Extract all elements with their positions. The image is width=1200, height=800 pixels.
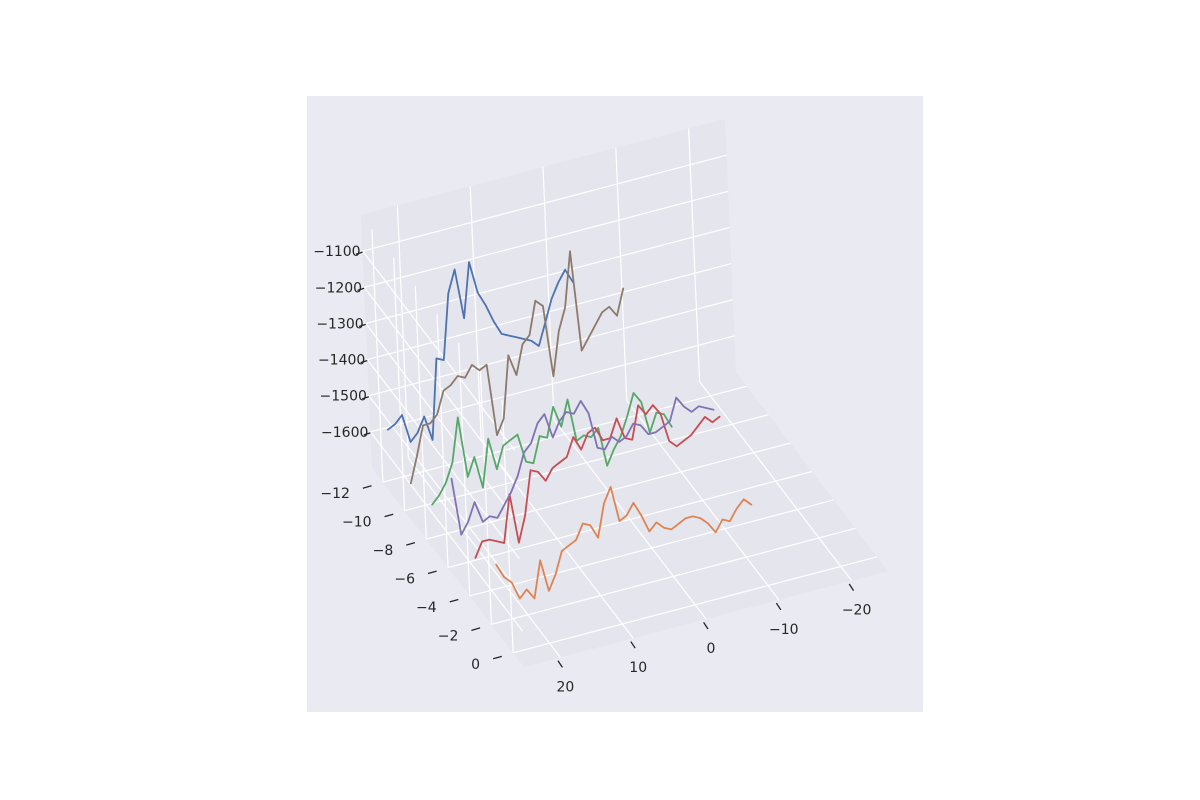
z-tick-mark: [355, 251, 363, 255]
grid-line-y: [469, 499, 834, 597]
series-line-6: [450, 396, 715, 536]
grid-line-z: [370, 335, 735, 433]
series-line-4: [495, 485, 753, 600]
x-tick-label: −10: [769, 622, 799, 638]
series-line-1: [386, 261, 574, 443]
x-tick-mark: [848, 583, 855, 591]
grid-line-x: [469, 186, 482, 440]
x-tick-mark: [557, 660, 563, 668]
y-tick-mark: [406, 542, 416, 546]
grid-line-x: [396, 205, 409, 459]
y-tick-mark: [427, 570, 437, 575]
grid-line-x: [542, 166, 555, 421]
series-line-2: [409, 250, 625, 485]
z-tick-mark: [363, 432, 371, 436]
y-tick-mark: [492, 655, 502, 660]
grid-line-y: [501, 399, 514, 653]
grid-line-z: [368, 299, 734, 397]
z-tick-mark: [357, 287, 365, 292]
z-tick-label: −1400: [318, 353, 365, 369]
y-tick-label: −10: [342, 515, 372, 531]
grid-line-z: [369, 431, 523, 632]
series-layer: [386, 250, 753, 600]
grid-line-y: [512, 556, 878, 654]
y-tick-label: −6: [394, 572, 415, 588]
grid-line-y: [392, 257, 406, 511]
tick-labels: −20−1001020−12−10−8−6−4−20−1100−1200−130…: [313, 244, 871, 695]
y-tick-mark: [449, 598, 459, 603]
grid-line-z: [367, 262, 732, 361]
x-tick-mark: [703, 622, 709, 630]
grid-line-z: [362, 250, 516, 451]
grid-line-y: [414, 286, 427, 540]
y-tick-mark: [362, 485, 372, 489]
y-tick-mark: [471, 627, 481, 631]
grid-line-z: [365, 323, 519, 523]
y-tick-label: −4: [416, 600, 437, 616]
grid-line-z: [366, 359, 520, 559]
x-tick-label: −20: [842, 603, 872, 619]
x-tick-mark: [775, 602, 782, 611]
series-line-5: [474, 404, 721, 559]
grid-line-z: [365, 226, 730, 325]
z-tick-label: −1600: [321, 425, 368, 441]
z-tick-label: −1200: [315, 280, 362, 296]
x-tick-label: 20: [556, 679, 574, 695]
grid-line-z: [363, 190, 729, 288]
grid-line-y: [436, 314, 449, 568]
series-line-3: [431, 392, 673, 506]
grid-line-y: [479, 371, 493, 625]
z-tick-label: −1500: [320, 389, 367, 405]
z-tick-mark: [360, 359, 368, 364]
z-tick-label: −1100: [313, 244, 360, 260]
y-tick-label: −8: [373, 543, 394, 559]
grid-line-z: [368, 395, 522, 596]
tick-marks: [355, 251, 855, 668]
grid-line-y: [371, 229, 384, 483]
grid-line-x: [615, 147, 628, 401]
grid-line-y: [491, 527, 856, 625]
grid-line-z: [363, 286, 517, 487]
grid-line-x: [688, 128, 701, 382]
x-tick-label: 10: [629, 660, 647, 676]
y-tick-label: 0: [471, 657, 480, 673]
grid-line-z: [362, 154, 727, 252]
z-tick-mark: [358, 323, 366, 328]
z-tick-mark: [362, 396, 370, 400]
y-tick-label: −2: [438, 628, 459, 644]
z-tick-label: −1300: [316, 316, 363, 332]
x-tick-mark: [630, 641, 636, 649]
y-tick-label: −12: [320, 486, 350, 502]
grid-line-y: [458, 342, 471, 596]
x-tick-label: 0: [707, 641, 716, 657]
grid-lines: [362, 128, 878, 658]
y-tick-mark: [384, 513, 394, 518]
